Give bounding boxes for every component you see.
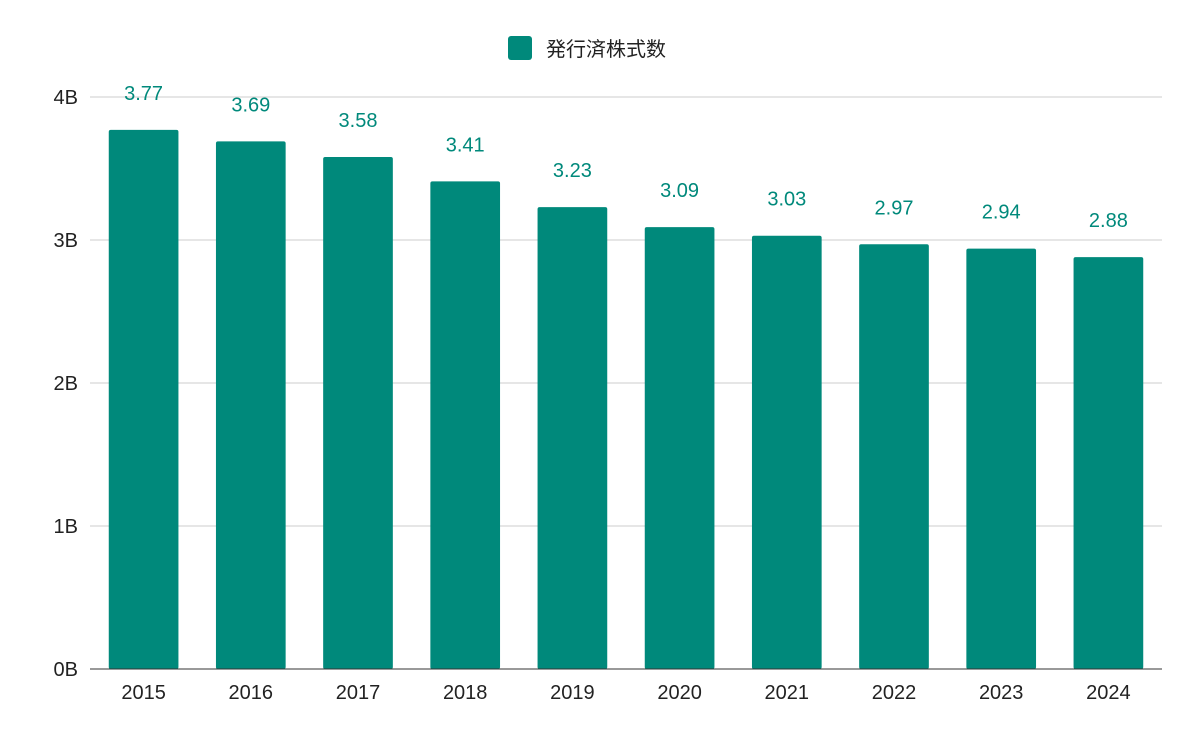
data-label-2015: 3.77	[124, 83, 163, 105]
x-axis-ticks: 2015 2016 2017 2018 2019 2020 2021 2022 2023 2024	[121, 682, 1130, 704]
bar-2021	[751, 235, 822, 669]
bar-2022	[859, 244, 929, 670]
data-label-2021: 3.03	[767, 189, 806, 211]
y-tick-label: 0B	[54, 659, 78, 681]
bar-2017	[323, 157, 393, 669]
bar-2016	[215, 141, 286, 669]
x-tick-label-2016: 2016	[229, 682, 274, 704]
data-label-2017: 3.58	[339, 110, 378, 132]
bar-2015	[108, 129, 179, 669]
x-tick-label-2019: 2019	[550, 682, 595, 704]
data-labels: 3.77 3.69 3.58 3.41 3.23 3.09 3.03 2.97 2.94 2.88	[124, 83, 1128, 232]
data-label-2019: 3.23	[553, 160, 592, 182]
x-tick-label-2018: 2018	[443, 682, 488, 704]
bar-2018	[430, 181, 501, 669]
x-tick-label-2015: 2015	[121, 682, 166, 704]
x-tick-label-2024: 2024	[1086, 682, 1131, 704]
x-tick-label-2023: 2023	[979, 682, 1024, 704]
data-label-2018: 3.41	[446, 134, 485, 156]
bar-2019	[537, 207, 608, 670]
bar-2024	[1073, 257, 1144, 669]
x-tick-label-2017: 2017	[336, 682, 381, 704]
data-label-2016: 3.69	[231, 94, 270, 116]
bar-2023	[966, 248, 1037, 669]
y-tick-label: 3B	[54, 230, 78, 252]
data-label-2020: 3.09	[660, 180, 699, 202]
y-tick-label: 1B	[54, 516, 78, 538]
legend-swatch	[508, 36, 532, 60]
bar-2020	[644, 227, 715, 669]
x-tick-label-2021: 2021	[765, 682, 810, 704]
bars	[108, 129, 1144, 670]
data-label-2024: 2.88	[1089, 210, 1128, 232]
data-label-2022: 2.97	[875, 197, 914, 219]
y-axis-ticks: 0B 1B 2B 3B 4B	[54, 87, 78, 681]
x-tick-label-2020: 2020	[657, 682, 702, 704]
legend: 発行済株式数	[508, 36, 666, 61]
y-tick-label: 4B	[54, 87, 78, 109]
data-label-2023: 2.94	[982, 202, 1021, 224]
legend-label: 発行済株式数	[546, 37, 666, 61]
x-tick-label-2022: 2022	[872, 682, 917, 704]
y-tick-label: 2B	[54, 373, 78, 395]
